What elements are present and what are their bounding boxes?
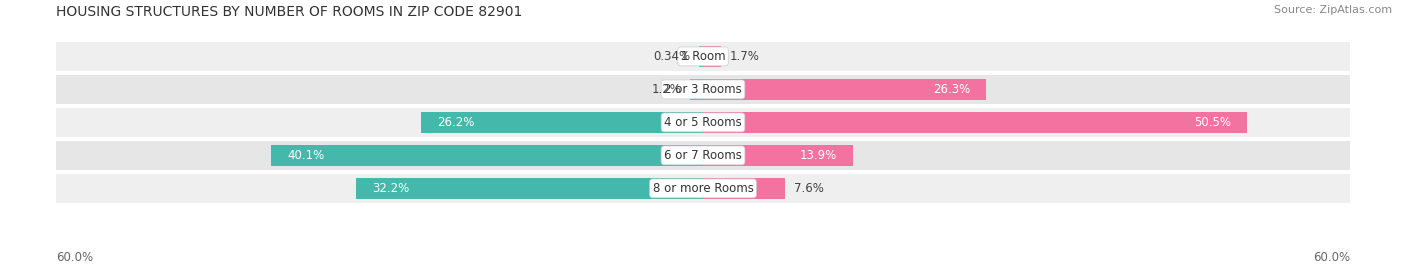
Text: 60.0%: 60.0% <box>56 251 93 264</box>
Bar <box>56 174 1350 203</box>
Text: 50.5%: 50.5% <box>1194 116 1232 129</box>
Text: 8 or more Rooms: 8 or more Rooms <box>652 182 754 195</box>
Bar <box>703 79 987 100</box>
Text: 26.3%: 26.3% <box>934 83 970 96</box>
Text: 60.0%: 60.0% <box>1313 251 1350 264</box>
Text: 0.34%: 0.34% <box>654 50 690 63</box>
Bar <box>703 145 853 166</box>
Text: HOUSING STRUCTURES BY NUMBER OF ROOMS IN ZIP CODE 82901: HOUSING STRUCTURES BY NUMBER OF ROOMS IN… <box>56 5 523 19</box>
Text: 13.9%: 13.9% <box>800 149 837 162</box>
Bar <box>271 145 703 166</box>
Text: 4 or 5 Rooms: 4 or 5 Rooms <box>664 116 742 129</box>
Bar <box>690 79 703 100</box>
Bar <box>703 46 721 67</box>
Bar <box>56 108 1350 137</box>
Bar <box>420 112 703 133</box>
Bar <box>56 42 1350 71</box>
Text: 2 or 3 Rooms: 2 or 3 Rooms <box>664 83 742 96</box>
Text: 6 or 7 Rooms: 6 or 7 Rooms <box>664 149 742 162</box>
Bar <box>356 178 703 199</box>
Bar <box>56 140 1350 170</box>
Text: 40.1%: 40.1% <box>287 149 325 162</box>
Text: Source: ZipAtlas.com: Source: ZipAtlas.com <box>1274 5 1392 15</box>
Bar <box>703 178 785 199</box>
Text: 1.2%: 1.2% <box>651 83 682 96</box>
Text: 26.2%: 26.2% <box>437 116 474 129</box>
Bar <box>56 75 1350 104</box>
Bar <box>699 46 703 67</box>
Text: 1 Room: 1 Room <box>681 50 725 63</box>
Text: 32.2%: 32.2% <box>373 182 409 195</box>
Text: 1.7%: 1.7% <box>730 50 759 63</box>
Text: 7.6%: 7.6% <box>793 182 824 195</box>
Bar <box>703 112 1247 133</box>
